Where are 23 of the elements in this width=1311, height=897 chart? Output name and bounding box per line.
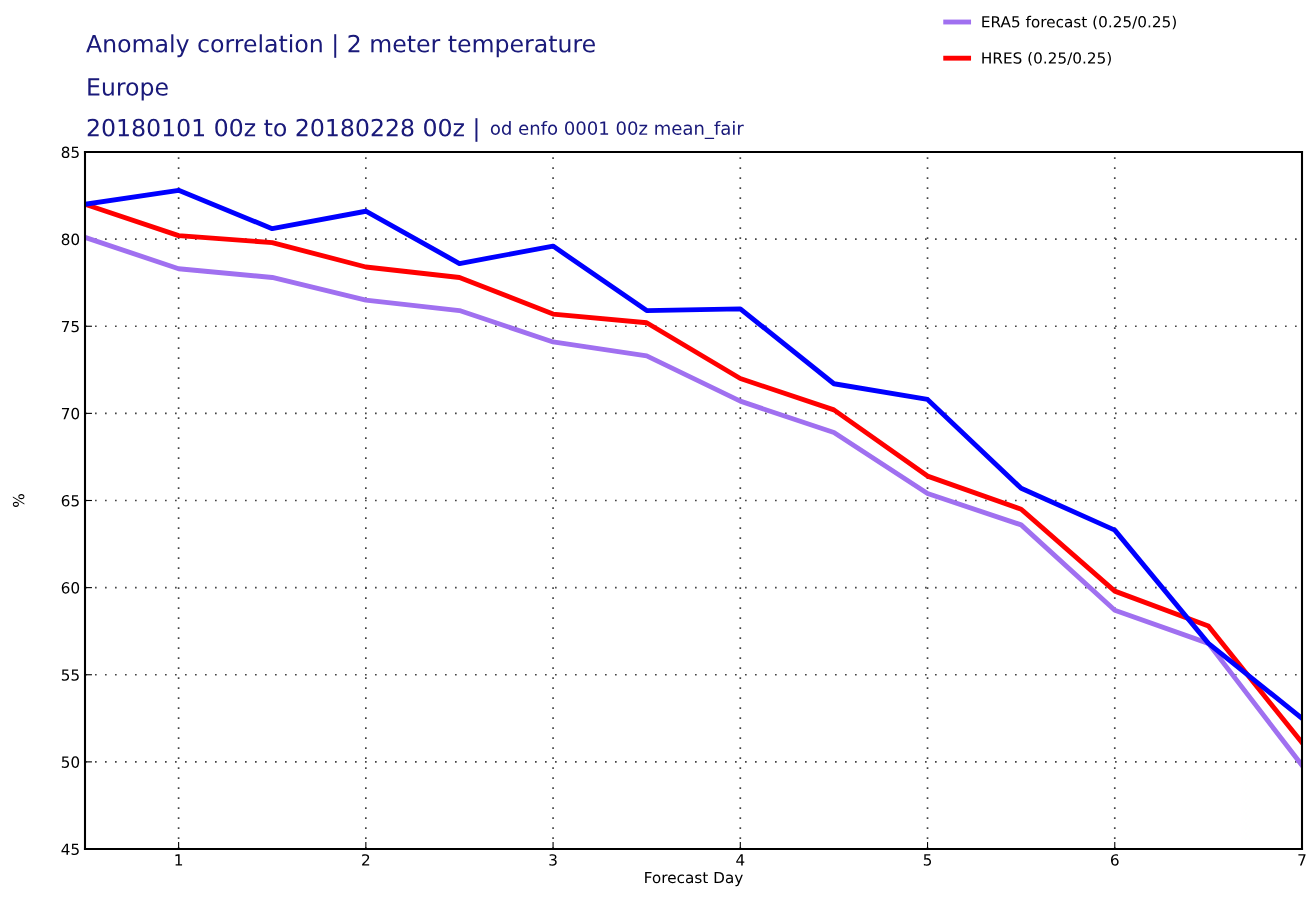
x-tick-label: 3	[549, 854, 557, 866]
y-tick-label: 65	[61, 494, 79, 507]
x-tick-label: 6	[1110, 854, 1119, 866]
x-axis-title: Forecast Day	[645, 871, 743, 887]
text: od enfo 0001 00z mean_fair	[490, 121, 744, 139]
x-tick-label: 4	[736, 854, 745, 866]
y-tick-label: 85	[61, 146, 79, 159]
y-tick-label: 55	[61, 669, 79, 681]
chart-title: Anomaly correlation | 2 meter temperature	[86, 34, 595, 58]
y-tick-label: 70	[61, 407, 80, 420]
y-axis-title: %	[12, 494, 25, 507]
x-tick-label: 1	[175, 854, 183, 866]
legend-label: ERA5 forecast (0.25/0.25)	[982, 15, 1176, 30]
x-tick-label: 5	[923, 854, 932, 866]
y-tick-label: 45	[61, 843, 79, 856]
y-tick-label: 80	[61, 233, 80, 246]
x-tick-label: 2	[362, 854, 370, 866]
y-tick-label: 50	[61, 756, 80, 768]
y-tick-label: 75	[61, 320, 79, 333]
x-tick-label: 7	[1298, 854, 1306, 866]
y-tick-label: 60	[61, 582, 80, 594]
chart-subtitle: Europe 20180101 00z to 20180228 00z |	[87, 78, 478, 142]
legend-label: HRES (0.25/0.25)	[982, 51, 1111, 66]
